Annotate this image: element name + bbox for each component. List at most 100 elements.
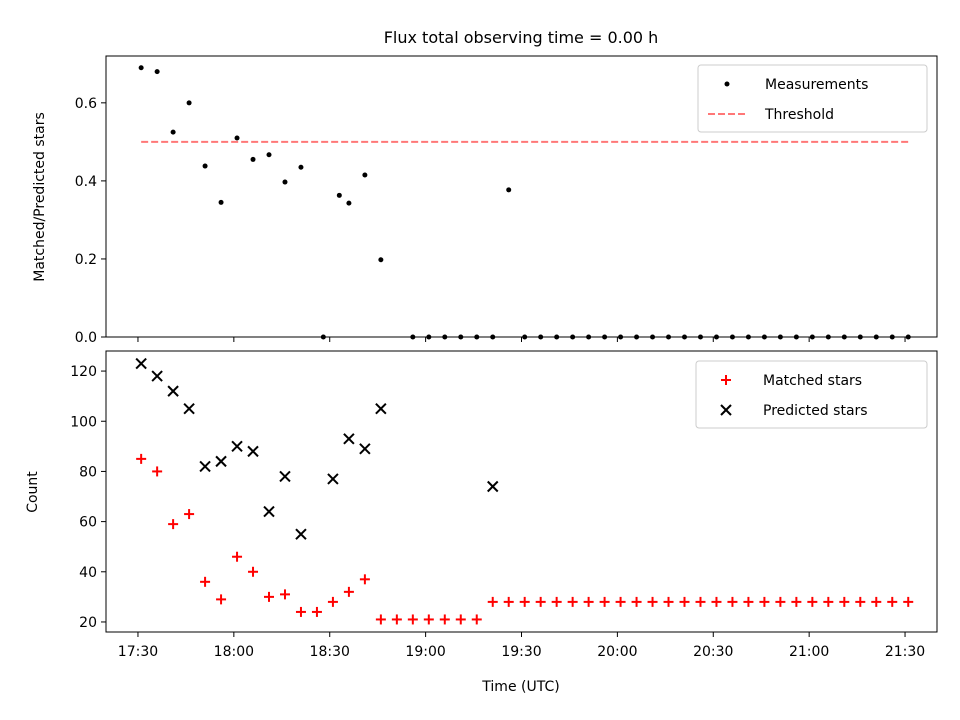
top-ytick-label: 0.6 [75,96,97,112]
predicted-star-point [279,470,291,483]
top-ytick-label: 0.4 [75,174,97,190]
matched-star-point [359,574,370,585]
matched-star-point [695,596,706,607]
measurement-point [538,334,544,340]
predicted-star-point [295,528,307,540]
matched-star-point [216,594,227,605]
top-axes: Matched/Predicted stars 0.0 0.2 0.4 0.6 Mea… [32,55,938,346]
predicted-stars-points [135,357,499,540]
predicted-star-point [487,480,499,493]
measurement-point [745,334,751,340]
matched-star-point [503,596,514,607]
matched-star-point [152,466,163,477]
top-ytick-label: 0.0 [75,330,97,346]
bottom-ytick-label: 40 [79,565,97,581]
matched-star-point [519,596,530,607]
matched-star-point [599,596,610,607]
measurement-point [506,187,512,193]
top-xticks [137,337,906,342]
xtick-label: 18:30 [310,644,350,660]
matched-star-point [647,596,658,607]
matched-star-point [487,596,498,607]
xtick-label: 19:00 [405,644,445,660]
matched-star-point [343,586,354,597]
figure-title: Flux total observing time = 0.00 h [384,28,659,47]
measurement-point [154,69,160,75]
matched-star-point [439,614,450,625]
measurement-point [666,334,672,340]
predicted-star-point [359,443,371,455]
measurement-point [761,334,767,340]
matched-star-point [168,519,179,530]
bottom-ytick-label: 20 [79,615,97,631]
measurement-point [218,199,224,205]
matched-star-point [423,614,434,625]
measurement-point [682,334,688,340]
measurement-point [202,163,208,169]
legend-measurements-label: Measurements [765,77,868,93]
matched-star-point [455,614,466,625]
matched-star-point [327,596,338,607]
measurement-point [650,334,656,340]
bottom-legend-box [695,360,928,429]
measurement-point [841,334,847,340]
measurement-point [905,334,911,340]
matched-star-point [903,596,914,607]
measurement-point [250,156,256,162]
matched-star-point [871,596,882,607]
matched-star-point [471,614,482,625]
matched-star-point [407,614,418,625]
xtick-label: 20:00 [597,644,637,660]
measurement-point [793,334,799,340]
matched-star-point [791,596,802,607]
measurement-point [873,334,879,340]
measurement-point [410,334,416,340]
bottom-axes: Count 20 40 60 80 100 120 17:30 18:00 18:30 19:0… [25,350,938,660]
measurement-point [426,334,432,340]
measurement-point [490,334,496,340]
measurement-point [138,65,144,71]
legend-matched-marker [721,375,731,385]
matched-star-point [311,606,322,617]
measurement-point [266,152,272,158]
matched-star-point [775,596,786,607]
measurement-point [170,129,176,135]
measurement-point [618,334,624,340]
xtick-label: 21:00 [789,644,829,660]
xtick-label: 17:30 [118,644,158,660]
legend-matched-label: Matched stars [763,373,862,389]
measurement-point [634,334,640,340]
measurement-point [809,334,815,340]
measurement-point [825,334,831,340]
matched-stars-points [136,453,914,625]
measurement-point [186,100,192,106]
top-legend-box [697,64,928,133]
measurement-point [362,172,368,178]
matched-star-point [583,596,594,607]
xtick-label: 18:00 [214,644,254,660]
matched-star-point [711,596,722,607]
measurement-point [282,179,288,185]
matched-star-point [248,566,259,577]
measurement-point [697,334,703,340]
matched-star-point [264,591,275,602]
top-yticks: 0.0 0.2 0.4 0.6 [75,96,106,346]
bottom-ytick-label: 80 [79,464,97,480]
matched-star-point [136,453,147,464]
measurement-point [234,135,240,141]
matched-star-point [807,596,818,607]
matched-star-point [535,596,546,607]
top-ylabel: Matched/Predicted stars [32,112,48,282]
legend-predicted-label: Predicted stars [763,403,868,419]
matched-star-point [615,596,626,607]
matched-star-point [200,576,211,587]
predicted-star-point [375,402,387,415]
matched-star-point [679,596,690,607]
predicted-star-point [183,402,195,415]
predicted-star-point [263,505,275,518]
predicted-star-point [215,455,227,468]
matched-star-point [295,606,306,617]
bottom-ytick-label: 120 [70,364,97,380]
measurement-point [522,334,528,340]
matched-star-point [375,614,386,625]
